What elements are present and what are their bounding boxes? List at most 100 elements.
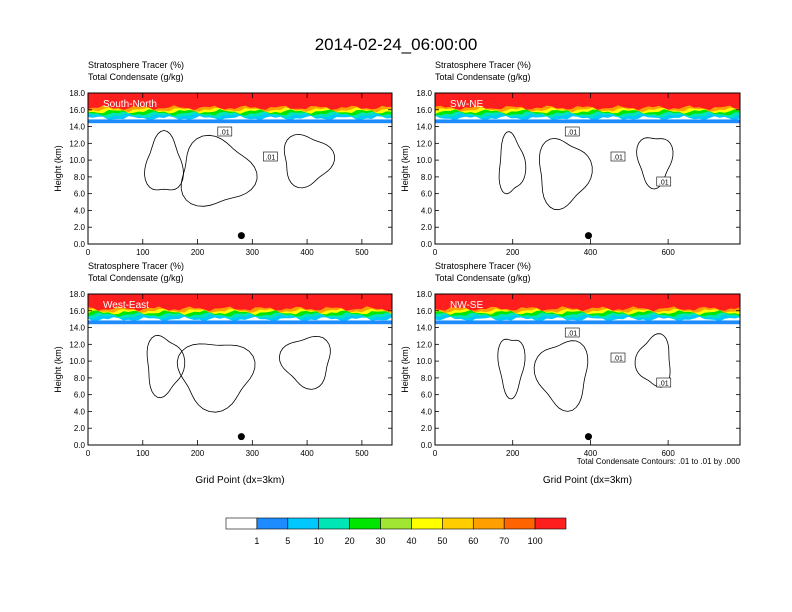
condensate-contour-1 — [176, 343, 256, 413]
x-tick-label: 300 — [246, 248, 260, 257]
colorbar-segment — [318, 517, 350, 530]
panel-header-condensate: Total Condensate (g/kg) — [435, 72, 531, 82]
colorbar-segment — [287, 517, 320, 530]
panel-header-condensate: Total Condensate (g/kg) — [88, 72, 184, 82]
y-tick-label: 0.0 — [74, 240, 86, 249]
condensate-contour-1 — [538, 137, 593, 211]
colorbar-label: 70 — [499, 536, 509, 546]
tracer-bands — [435, 93, 740, 124]
x-tick-label: 0 — [86, 248, 91, 257]
colorbar-label: 50 — [437, 536, 447, 546]
colorbar-segment — [225, 517, 258, 530]
footnote: Total Condensate Contours: .01 to .01 by… — [577, 457, 741, 466]
y-tick-label: 16.0 — [69, 106, 85, 115]
tracer-fringe — [88, 320, 392, 325]
colorbar-segment — [349, 517, 381, 530]
location-marker — [584, 433, 592, 441]
panel-label: South-North — [103, 99, 157, 110]
x-axis-label: Grid Point (dx=3km) — [195, 475, 284, 486]
colorbar-label: 5 — [285, 536, 290, 546]
plot-area — [435, 93, 740, 211]
contour-label-box — [564, 126, 580, 137]
panel-nw-se: Stratosphere Tracer (%) Total Condensate … — [400, 261, 741, 486]
location-marker — [584, 232, 592, 240]
y-tick-label: 18.0 — [69, 290, 85, 299]
y-tick-label: 18.0 — [416, 89, 432, 98]
contour-label: .01 — [659, 381, 669, 388]
x-tick-label: 600 — [661, 449, 675, 458]
panel-header-condensate: Total Condensate (g/kg) — [435, 273, 531, 283]
y-tick-label: 14.0 — [69, 324, 85, 333]
tracer-bands — [435, 294, 740, 325]
contour-label: .01 — [567, 130, 577, 137]
condensate-contours — [146, 334, 331, 413]
colorbar-segment — [442, 517, 474, 530]
y-tick-label: 8.0 — [421, 173, 433, 182]
x-tick-label: 500 — [355, 449, 369, 458]
contour-label-box — [217, 126, 233, 137]
y-tick-label: 12.0 — [416, 340, 432, 349]
contour-label: .01 — [659, 180, 669, 187]
condensate-contour-0 — [498, 131, 527, 195]
contour-label: .01 — [266, 155, 276, 162]
y-tick-label: 10.0 — [416, 156, 432, 165]
x-tick-label: 400 — [584, 449, 598, 458]
plot-area — [88, 93, 392, 207]
y-tick-label: 6.0 — [74, 391, 86, 400]
y-tick-label: 16.0 — [416, 307, 432, 316]
y-tick-label: 12.0 — [69, 139, 85, 148]
x-axis-label: Grid Point (dx=3km) — [543, 475, 632, 486]
y-tick-label: 12.0 — [69, 340, 85, 349]
condensate-contours — [498, 131, 674, 211]
x-tick-label: 500 — [355, 248, 369, 257]
tracer-bands — [88, 294, 392, 325]
colorbar-label: 60 — [468, 536, 478, 546]
panel-header-tracer: Stratosphere Tracer (%) — [88, 261, 184, 271]
x-tick-label: 200 — [191, 248, 205, 257]
condensate-contour-2 — [278, 335, 331, 390]
axes-frame — [87, 293, 393, 446]
panel-header-tracer: Stratosphere Tracer (%) — [435, 60, 531, 70]
axes-frame — [87, 92, 393, 245]
y-tick-label: 16.0 — [416, 106, 432, 115]
condensate-contour-1 — [180, 134, 258, 207]
colorbar-label: 10 — [314, 536, 324, 546]
contour-label: .01 — [567, 331, 577, 338]
tracer-band-5 — [88, 294, 392, 312]
y-tick-label: 4.0 — [74, 407, 86, 416]
location-marker — [237, 433, 245, 441]
y-tick-label: 4.0 — [74, 206, 86, 215]
x-tick-label: 400 — [300, 449, 314, 458]
colorbar-segment — [256, 517, 289, 530]
y-tick-label: 2.0 — [421, 223, 433, 232]
y-tick-label: 16.0 — [69, 307, 85, 316]
contour-label: .01 — [220, 130, 230, 137]
y-tick-label: 8.0 — [74, 173, 86, 182]
colorbar-label: 100 — [528, 536, 543, 546]
colorbar-segment — [503, 517, 536, 530]
plot-area — [88, 294, 392, 413]
y-tick-label: 14.0 — [416, 123, 432, 132]
y-tick-label: 6.0 — [74, 190, 86, 199]
panel-label: SW-NE — [450, 99, 483, 110]
y-axis-label: Height (km) — [53, 145, 63, 192]
x-tick-label: 400 — [584, 248, 598, 257]
tracer-fringe — [435, 320, 740, 325]
colorbar-segment — [380, 517, 412, 530]
y-tick-label: 8.0 — [74, 374, 86, 383]
x-tick-label: 200 — [506, 449, 520, 458]
tracer-fringe — [435, 119, 740, 124]
x-tick-label: 0 — [433, 449, 438, 458]
y-tick-label: 14.0 — [69, 123, 85, 132]
panel-label: West-East — [103, 300, 149, 311]
panels: Stratosphere Tracer (%) Total Condensate … — [53, 60, 741, 486]
x-tick-label: 100 — [136, 248, 150, 257]
x-tick-label: 0 — [433, 248, 438, 257]
y-tick-label: 0.0 — [421, 240, 433, 249]
condensate-contour-0 — [497, 338, 526, 400]
y-tick-label: 2.0 — [74, 424, 86, 433]
y-tick-label: 0.0 — [74, 441, 86, 450]
x-tick-label: 100 — [136, 449, 150, 458]
contour-label-box — [656, 377, 672, 388]
panel-south-north: Stratosphere Tracer (%) Total Condensate … — [53, 60, 393, 257]
